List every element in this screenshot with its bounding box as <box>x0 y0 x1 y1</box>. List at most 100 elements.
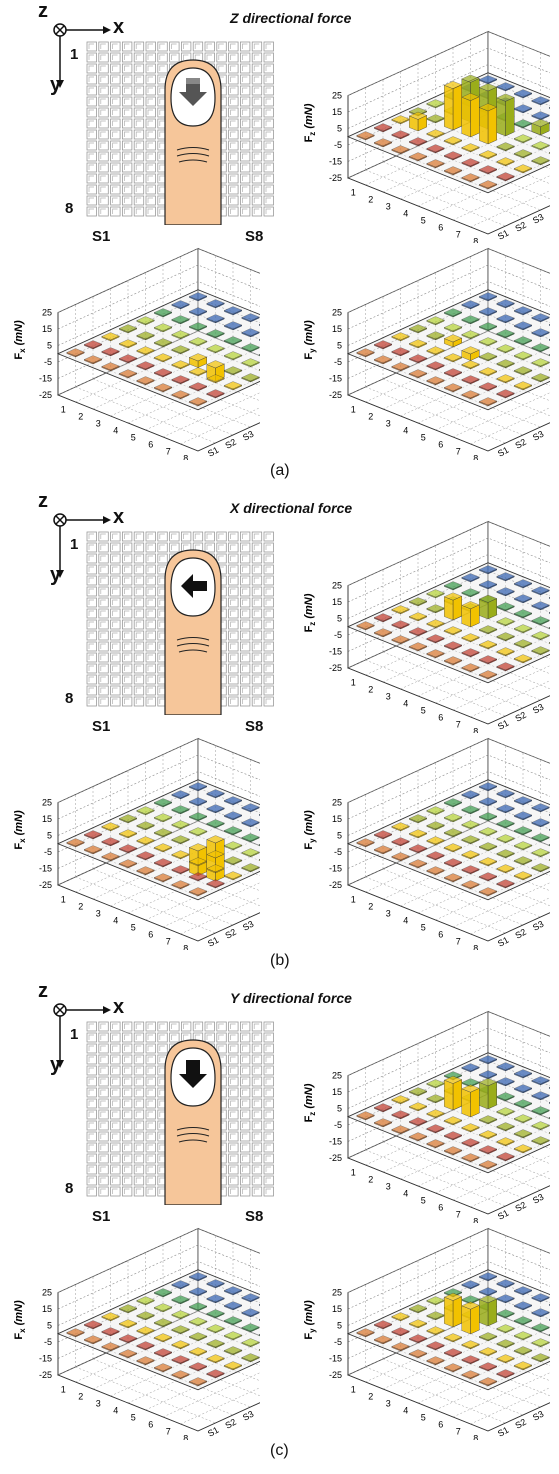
bar-r5-S1 <box>426 159 445 169</box>
bar-r1-S8 <box>188 1272 208 1282</box>
bar-r1-S3 <box>101 1312 120 1322</box>
bar-r4-S5 <box>478 1295 498 1327</box>
bar-r2-S4 <box>426 331 445 341</box>
row-tick-label: 7 <box>166 1427 171 1437</box>
bar-r1-S2 <box>373 340 393 350</box>
z-tick-label: -5 <box>334 1120 342 1130</box>
bar-r7-S3 <box>206 1354 225 1364</box>
bar-r8-S5 <box>258 858 260 862</box>
bar-r7-S6 <box>548 626 550 630</box>
bar-r7-S1 <box>461 173 480 183</box>
force-plot-fz: 25155-5-15-2512345678S1S2S3S4S5S6S7S8Fz … <box>300 28 559 248</box>
bar-r2-S3 <box>408 1102 428 1112</box>
bar-r6-S5 <box>513 841 533 851</box>
bar-r3-S1 <box>101 362 120 372</box>
bar-r6-S4 <box>496 1339 515 1349</box>
panel-c: z x y 1 8 S1 S8 Y directional force 25 15 5 -5 -15 -2… <box>0 980 559 1470</box>
bar-r4-S3 <box>153 1333 173 1343</box>
axis-label: Fx (mN) <box>13 1300 27 1340</box>
bar-r8-S2 <box>496 1152 515 1162</box>
bar-r2-S6 <box>461 588 480 598</box>
bar-r5-S8 <box>548 106 550 110</box>
bar-r1-S2 <box>83 1320 103 1330</box>
bar-r6-S1 <box>443 383 463 393</box>
bar-r2-S1 <box>373 355 393 365</box>
bar-r2-S4 <box>136 1311 155 1321</box>
bar-r5-S3 <box>171 1340 190 1350</box>
bar-r7-S4 <box>513 856 533 866</box>
bar-r1-S4 <box>408 324 428 334</box>
col-tick-label: S4 <box>548 421 550 435</box>
bar-r1-S2 <box>373 613 393 623</box>
bar-r4-S7 <box>223 1301 243 1311</box>
bar-r5-S2 <box>153 858 173 868</box>
col-tick-label: S4 <box>548 911 550 925</box>
bar-r2-S4 <box>136 821 155 831</box>
bar-r5-S6 <box>223 1316 243 1326</box>
bar-r4-S4 <box>461 92 480 138</box>
bar-r5-S3 <box>461 360 480 370</box>
bar-r2-S4 <box>426 604 445 614</box>
bar-r1-S4 <box>408 814 428 824</box>
row-tick-label: 7 <box>456 937 461 947</box>
bar-r5-S3 <box>461 143 480 153</box>
z-tick-label: 25 <box>332 581 342 591</box>
bar-r3-S2 <box>408 844 428 854</box>
bar-r4-S4 <box>461 601 480 628</box>
bar-r7-S4 <box>223 366 243 376</box>
bar-r6-S5 <box>513 351 533 361</box>
bar-r7-S4 <box>513 366 533 376</box>
bar-r3-S7 <box>206 1294 225 1304</box>
row-tick-label: 8 <box>473 944 478 951</box>
bar-r3-S8 <box>223 1286 243 1296</box>
row-tick-label: 8 <box>183 944 188 951</box>
bar-r4-S8 <box>531 1076 550 1086</box>
col-tick-label: S4 <box>258 911 260 925</box>
bar-r4-S4 <box>171 1325 190 1335</box>
axis-label: Fz (mN) <box>303 103 317 142</box>
bar-r3-S6 <box>188 1302 208 1312</box>
bar-r1-S1 <box>356 131 375 141</box>
z-tick-label: 25 <box>42 798 52 808</box>
bar-r1-S7 <box>461 300 480 310</box>
bar-r7-S2 <box>478 1362 498 1372</box>
bar-r4-S6 <box>496 329 515 339</box>
bar-r3-S3 <box>426 836 445 846</box>
bar-r5-S3 <box>171 850 190 860</box>
bar-r2-S1 <box>83 355 103 365</box>
col-tick-label: S4 <box>548 204 550 218</box>
bar-r1-S3 <box>101 822 120 832</box>
bar-r1-S8 <box>478 75 498 85</box>
z-tick-label: -15 <box>39 374 52 384</box>
bar-r8-S3 <box>513 871 533 881</box>
z-tick-label: 15 <box>332 1087 342 1097</box>
bar-r5-S1 <box>426 866 445 876</box>
axis-label: Fy (mN) <box>303 1300 317 1340</box>
col-tick-label: S3 <box>241 429 255 443</box>
z-tick-label: 15 <box>332 597 342 607</box>
col-tick-label: S1 <box>206 1425 220 1439</box>
row-tick-label: 6 <box>438 713 443 723</box>
z-tick-label: 5 <box>47 341 52 351</box>
bar-r1-S5 <box>136 806 155 816</box>
z-tick-label: 15 <box>332 107 342 117</box>
bar-r5-S7 <box>241 328 260 338</box>
bar-r3-S5 <box>461 330 480 340</box>
bar-r4-S1 <box>408 642 428 652</box>
bar-r1-S5 <box>136 316 155 326</box>
row-tick-label: 6 <box>438 930 443 940</box>
bar-r2-S4 <box>426 821 445 831</box>
col-first-label: S1 <box>92 718 111 735</box>
bar-r4-S3 <box>443 843 463 853</box>
bar-r6-S6 <box>531 1323 550 1333</box>
bar-r2-S7 <box>478 580 498 590</box>
arrow-icon <box>179 78 207 106</box>
bar-r8-S3 <box>513 654 533 664</box>
z-tick-label: 15 <box>332 1304 342 1314</box>
bar-r5-S4 <box>478 103 498 145</box>
bar-r6-S2 <box>171 865 190 875</box>
bar-r2-S4 <box>426 1311 445 1321</box>
bar-r4-S7 <box>223 321 243 331</box>
row-first-label: 1 <box>70 1026 79 1043</box>
bar-r6-S3 <box>478 150 498 160</box>
